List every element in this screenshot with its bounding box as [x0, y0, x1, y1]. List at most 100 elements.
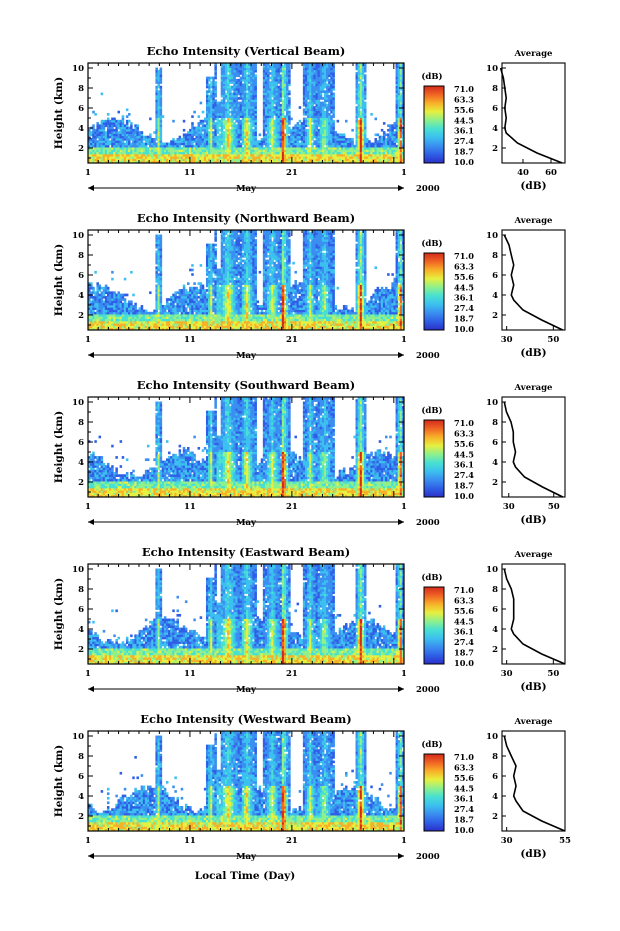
heatmap-cell — [100, 147, 104, 150]
heatmap-cell — [321, 88, 325, 91]
heatmap-cell — [355, 81, 359, 84]
heatmap-cell — [92, 153, 95, 157]
heatmap-cell — [106, 117, 110, 121]
heatmap-cell — [121, 147, 125, 150]
heatmap-cell — [214, 122, 217, 125]
heatmap-cell — [102, 293, 106, 297]
heatmap-cell — [157, 124, 161, 128]
heatmap-cell — [130, 149, 133, 153]
heatmap-cell — [100, 122, 104, 125]
heatmap-cell — [214, 135, 217, 139]
heatmap-cell — [117, 291, 120, 295]
heatmap-cell — [351, 128, 354, 132]
heatmap-cell — [136, 126, 139, 130]
heatmap-cell — [210, 131, 213, 134]
heatmap-cell — [363, 115, 367, 118]
heatmap-cell — [123, 138, 127, 141]
heatmap-cell — [222, 117, 226, 121]
heatmap-cell — [208, 103, 211, 107]
heatmap-cell — [146, 135, 150, 139]
heatmap-cell — [153, 140, 156, 143]
heatmap-cell — [155, 147, 158, 150]
heatmap-cell — [119, 142, 123, 146]
heatmap-cell — [117, 119, 120, 123]
heatmap-cell — [168, 144, 171, 148]
heatmap-cell — [106, 140, 110, 143]
heatmap-cell — [130, 151, 133, 155]
heatmap-cell — [195, 298, 198, 301]
heatmap-cell — [191, 160, 194, 164]
heatmap-cell — [174, 293, 177, 297]
heatmap-cell — [134, 140, 137, 143]
heatmap-cell — [205, 92, 209, 96]
heatmap-cell — [208, 122, 211, 125]
heatmap-cell — [159, 160, 163, 164]
heatmap-cell — [119, 156, 123, 159]
heatmap-cell — [142, 138, 146, 141]
heatmap-cell — [136, 140, 139, 143]
heatmap-cell — [149, 133, 152, 137]
heatmap-cell — [184, 147, 188, 150]
heatmap-cell — [214, 126, 217, 130]
heatmap-cell — [140, 147, 144, 150]
heatmap-cell — [201, 160, 205, 164]
heatmap-cell — [189, 133, 192, 137]
heatmap-cell — [102, 140, 106, 143]
heatmap-cell — [334, 131, 337, 134]
heatmap-cell — [113, 142, 116, 146]
heatmap-cell — [92, 128, 95, 132]
heatmap-cell — [149, 149, 152, 153]
heatmap-cell — [208, 88, 211, 91]
heatmap-cell — [205, 147, 209, 150]
heatmap-cell — [212, 142, 215, 146]
heatmap-cell — [290, 117, 293, 121]
heatmap-cell — [345, 119, 348, 123]
heatmap-cell — [170, 142, 173, 146]
heatmap-cell — [212, 149, 215, 153]
heatmap-cell — [90, 138, 93, 141]
heatmap-cell — [210, 138, 213, 141]
heatmap-cell — [208, 153, 211, 157]
heatmap-cell — [115, 144, 118, 148]
heatmap-cell — [130, 147, 133, 150]
heatmap-cell — [189, 153, 192, 157]
heatmap-cell — [146, 151, 150, 155]
heatmap-cell — [254, 85, 257, 89]
heatmap-cell — [134, 160, 137, 164]
heatmap-cell — [132, 149, 135, 153]
heatmap-cell — [199, 126, 203, 130]
heatmap-cell — [201, 110, 205, 114]
heatmap-cell — [182, 119, 186, 123]
heatmap-cell — [98, 149, 102, 153]
heatmap-cell — [115, 131, 118, 134]
heatmap-cell — [125, 293, 129, 297]
heatmap-cell — [106, 144, 110, 148]
heatmap-cell — [319, 94, 323, 98]
heatmap-cell — [153, 153, 156, 157]
heatmap-cell — [191, 149, 194, 153]
heatmap-cell — [159, 289, 163, 292]
heatmap-cell — [113, 291, 116, 295]
heatmap-cell — [157, 76, 161, 80]
heatmap-cell — [201, 124, 205, 128]
heatmap-cell — [212, 133, 215, 137]
heatmap-cell — [182, 138, 186, 141]
heatmap-cell — [281, 113, 285, 116]
heatmap-cell — [109, 126, 112, 130]
heatmap-cell — [121, 160, 125, 164]
heatmap-cell — [363, 69, 367, 73]
heatmap-cell — [149, 117, 152, 121]
heatmap-cell — [239, 81, 243, 84]
heatmap-cell — [94, 142, 97, 146]
heatmap-cell — [102, 142, 106, 146]
heatmap-cell — [159, 300, 163, 304]
heatmap-cell — [106, 158, 110, 162]
heatmap-cell — [172, 140, 175, 143]
heatmap-cell — [187, 160, 190, 164]
heatmap-cell — [104, 151, 108, 155]
heatmap-cell — [109, 124, 112, 128]
heatmap-cell — [159, 106, 163, 109]
heatmap-cell — [125, 158, 129, 162]
heatmap-cell — [205, 78, 209, 82]
heatmap-cell — [214, 140, 217, 143]
